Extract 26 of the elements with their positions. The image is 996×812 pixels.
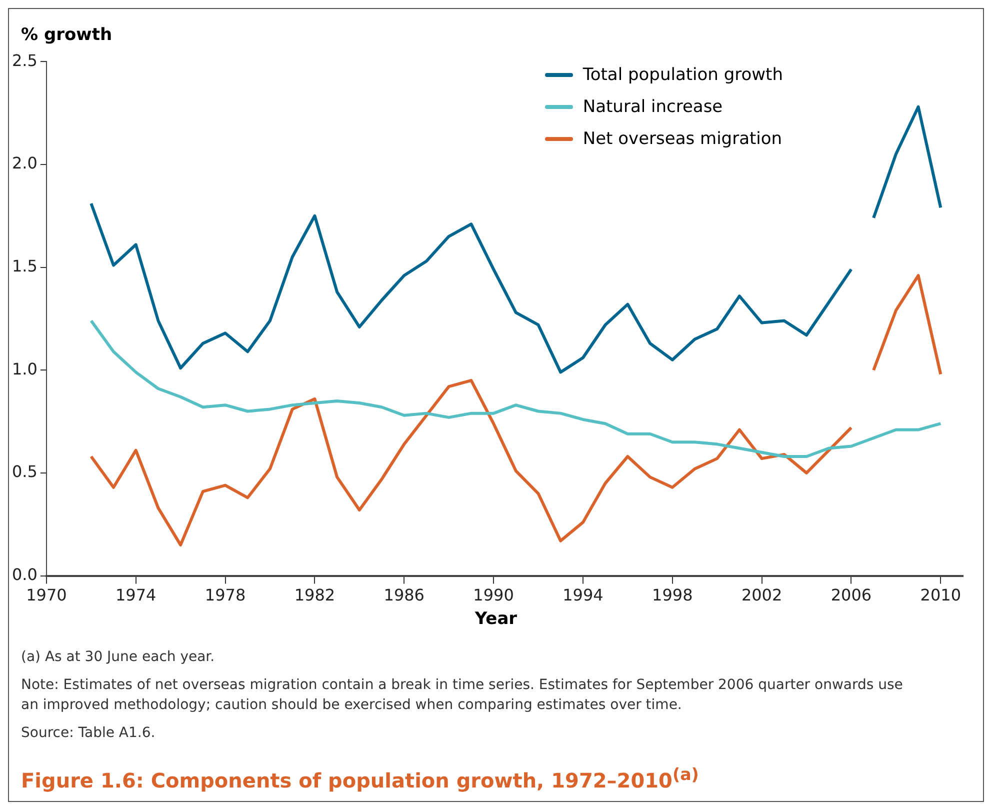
y-tick-label: 1.0 bbox=[12, 359, 38, 378]
y-tick-label: 2.5 bbox=[12, 50, 38, 70]
text: (a) As at 30 June each year. bbox=[21, 648, 216, 667]
x-tick-label: 2010 bbox=[920, 586, 962, 605]
x-tick-label: 1974 bbox=[116, 586, 156, 605]
x-tick-label: 1982 bbox=[294, 586, 336, 605]
y-tick-label: 0.5 bbox=[12, 462, 38, 482]
x-tick-label: 1990 bbox=[473, 586, 514, 605]
x-tick-label: 1998 bbox=[652, 586, 693, 605]
text: Figure 1.6: Components of population growth, 1972–2010$^{(a)}$ bbox=[20, 764, 700, 793]
x-axis-title: Year bbox=[474, 609, 518, 629]
x-tick-label: 1970 bbox=[26, 586, 67, 605]
source-note: Source: Table A1.6. bbox=[21, 724, 156, 743]
legend-label: Total population growth bbox=[582, 65, 783, 85]
legend-label: Net overseas migration bbox=[582, 129, 782, 149]
x-tick-label: 2002 bbox=[741, 586, 782, 605]
x-tick-label: 2006 bbox=[830, 586, 872, 605]
y-axis-title: % growth bbox=[21, 25, 112, 45]
x-tick-label: 1994 bbox=[562, 586, 604, 605]
y-tick-label: 1.5 bbox=[12, 256, 38, 276]
y-tick-label: 0.0 bbox=[12, 564, 38, 584]
x-tick-label: 1986 bbox=[384, 586, 424, 605]
text: Note: Estimates of net overseas migration contain a break in time series. Estimates for September 2006 quarter onwards use an improved methodology; caution should be exercised when comparing estimates over time. bbox=[21, 676, 904, 715]
x-tick-label: 1978 bbox=[204, 586, 246, 605]
y-tick-label: 2.0 bbox=[12, 154, 38, 173]
legend-label: Natural increase bbox=[582, 97, 723, 117]
